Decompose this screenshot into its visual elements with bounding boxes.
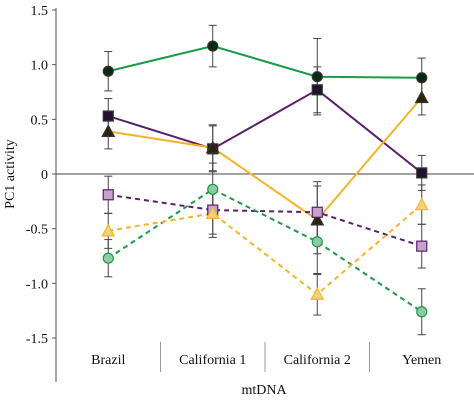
data-point-square [102, 110, 114, 122]
series-line [108, 45, 422, 79]
data-point-triangle [205, 206, 220, 219]
data-point-triangle [101, 124, 116, 137]
data-point-square [416, 240, 428, 252]
y-tick-label: 0.5 [31, 113, 49, 128]
data-point-square [102, 189, 114, 201]
series-line [108, 193, 423, 248]
markers-layer [101, 40, 429, 318]
data-point-circle [416, 306, 428, 318]
series-line [107, 188, 423, 313]
series-lines-layer [107, 45, 423, 313]
data-point-triangle [310, 287, 325, 300]
data-point-triangle [414, 90, 429, 104]
axes-layer: 1.5 1.0 0.5 0 -0.5 -1.0 -1.5 Brazil California 1… [26, 4, 441, 382]
data-point-triangle [101, 223, 116, 237]
y-tick-label: 0 [41, 168, 48, 183]
data-point-triangle [310, 212, 325, 226]
data-point-triangle [205, 140, 220, 154]
error-bars-layer [104, 24, 426, 336]
data-point-circle [102, 252, 114, 264]
y-tick-label: 1.5 [31, 4, 49, 19]
x-category-label: Yemen [402, 353, 441, 368]
y-axis-title: PC1 activity [3, 139, 18, 209]
series-line [107, 88, 423, 174]
data-point-square [311, 206, 323, 218]
data-point-circle [311, 236, 323, 248]
y-tick-label: 1.0 [31, 59, 49, 74]
series-line [108, 203, 423, 296]
data-point-square [311, 84, 323, 96]
x-category-label: Brazil [91, 353, 125, 368]
data-point-triangle [414, 197, 429, 211]
y-tick-label: -1.5 [26, 332, 48, 347]
data-point-circle [311, 71, 323, 83]
y-tick-label: -0.5 [26, 223, 48, 238]
data-point-circle [207, 183, 219, 195]
data-point-circle [207, 40, 219, 52]
series-line [108, 96, 423, 222]
data-point-circle [416, 72, 428, 84]
x-axis-title: mtDNA [241, 383, 287, 398]
data-point-circle [102, 65, 114, 77]
y-tick-label: -1.0 [26, 277, 48, 292]
x-category-label: California 1 [179, 353, 246, 368]
x-category-label: California 2 [284, 353, 351, 368]
data-point-square [416, 167, 428, 179]
